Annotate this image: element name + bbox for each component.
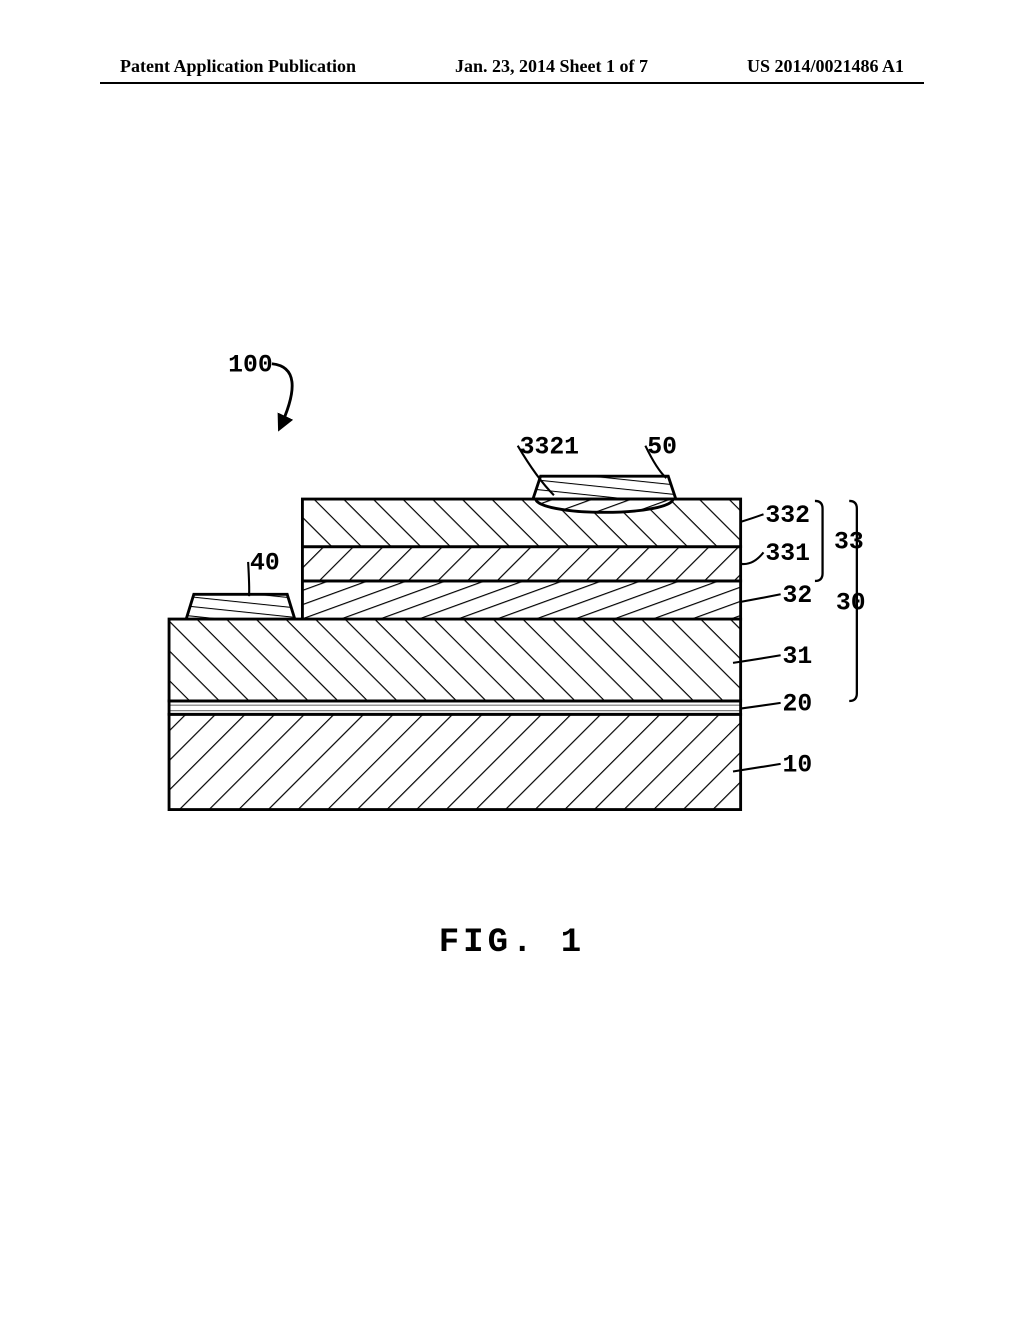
figure-svg: 100 40 3321 50 332 331 32 31 20 10 33 30 xyxy=(150,300,874,900)
arrow-100 xyxy=(272,364,292,429)
callout-32: 32 xyxy=(783,582,813,610)
callout-50: 50 xyxy=(647,433,677,461)
callout-3321: 3321 xyxy=(520,433,579,461)
page-header: Patent Application Publication Jan. 23, … xyxy=(0,56,1024,77)
header-rule xyxy=(100,82,924,84)
callout-100: 100 xyxy=(228,351,273,379)
bracket-33 xyxy=(815,501,823,581)
callout-332: 332 xyxy=(765,502,810,530)
bracket-label-30: 30 xyxy=(836,590,866,618)
figure-container: 100 40 3321 50 332 331 32 31 20 10 33 30 xyxy=(150,300,874,900)
callout-31: 31 xyxy=(783,643,813,671)
callout-40: 40 xyxy=(250,550,280,578)
callout-331: 331 xyxy=(765,540,810,568)
layer-10 xyxy=(169,714,741,809)
header-left: Patent Application Publication xyxy=(120,56,356,77)
leader-20 xyxy=(741,703,781,709)
leader-331 xyxy=(741,552,764,564)
layer-20 xyxy=(169,701,741,714)
page: Patent Application Publication Jan. 23, … xyxy=(0,0,1024,1320)
layer-331 xyxy=(302,547,740,581)
leader-40 xyxy=(248,562,249,596)
layer-332 xyxy=(302,499,740,547)
leader-32 xyxy=(741,594,781,602)
header-center: Jan. 23, 2014 Sheet 1 of 7 xyxy=(455,56,648,77)
layer-40 xyxy=(186,594,295,619)
callout-20: 20 xyxy=(783,691,813,719)
bracket-label-33: 33 xyxy=(834,529,864,557)
leader-332 xyxy=(741,514,764,522)
callout-10: 10 xyxy=(783,751,813,779)
figure-label: FIG. 1 xyxy=(0,924,1024,962)
layer-50 xyxy=(533,476,676,499)
layer-32 xyxy=(302,581,740,619)
header-right: US 2014/0021486 A1 xyxy=(747,56,904,77)
layer-31 xyxy=(169,619,741,701)
